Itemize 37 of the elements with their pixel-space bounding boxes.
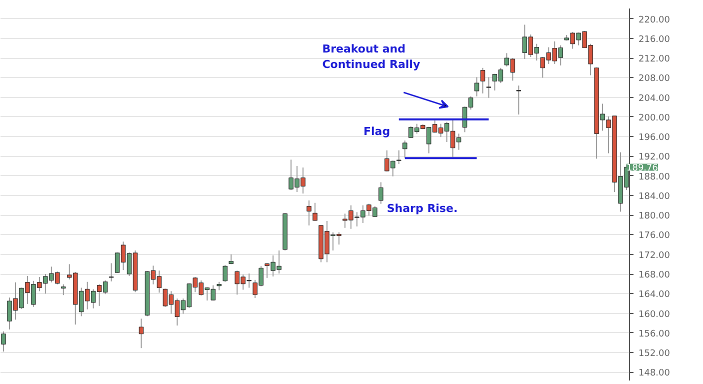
- y-tick-label: 216.00: [638, 34, 670, 45]
- candlestick: [378, 182, 384, 204]
- candlestick: [486, 76, 492, 98]
- y-tick-label: 164.00: [638, 290, 670, 300]
- y-tick-label: 160.00: [638, 310, 670, 320]
- y-tick-label: 184.00: [638, 192, 670, 202]
- y-tick-label: 172.00: [638, 250, 670, 261]
- candlestick: [516, 85, 522, 116]
- y-tick-label: 152.00: [638, 349, 670, 360]
- y-tick-label: 192.00: [638, 152, 670, 163]
- candlestick: [474, 76, 480, 97]
- y-tick-label: 188.00: [638, 172, 670, 182]
- annotation: Sharp Rise.: [386, 202, 458, 216]
- y-tick-label: 212.00: [638, 54, 670, 65]
- y-tick-label: 180.00: [638, 212, 670, 222]
- candlestick: [306, 200, 312, 226]
- y-tick-label: 168.00: [638, 270, 670, 281]
- candlestick: [222, 264, 228, 282]
- y-tick-label: 220.00: [638, 15, 670, 26]
- y-tick-label: 204.00: [638, 94, 670, 104]
- annotation: 189.76: [626, 164, 658, 174]
- y-tick-label: 176.00: [638, 231, 670, 242]
- annotation: Flag: [364, 125, 390, 138]
- y-tick-label: 200.00: [638, 113, 670, 124]
- candlestick: [402, 140, 408, 158]
- candlestick: [108, 262, 114, 282]
- candlestick: [312, 202, 318, 222]
- annotation: Breakout and Continued Rally: [322, 42, 420, 71]
- y-tick-label: 196.00: [638, 133, 670, 144]
- y-tick-label: 208.00: [638, 74, 670, 84]
- candlestick: [1, 330, 6, 352]
- candlestick: [138, 318, 144, 349]
- y-tick-label: 156.00: [638, 329, 670, 340]
- candlestick: [61, 284, 66, 296]
- candlestick: [396, 150, 402, 165]
- candlestick: [480, 67, 486, 94]
- y-tick-label: 148.00: [638, 368, 670, 379]
